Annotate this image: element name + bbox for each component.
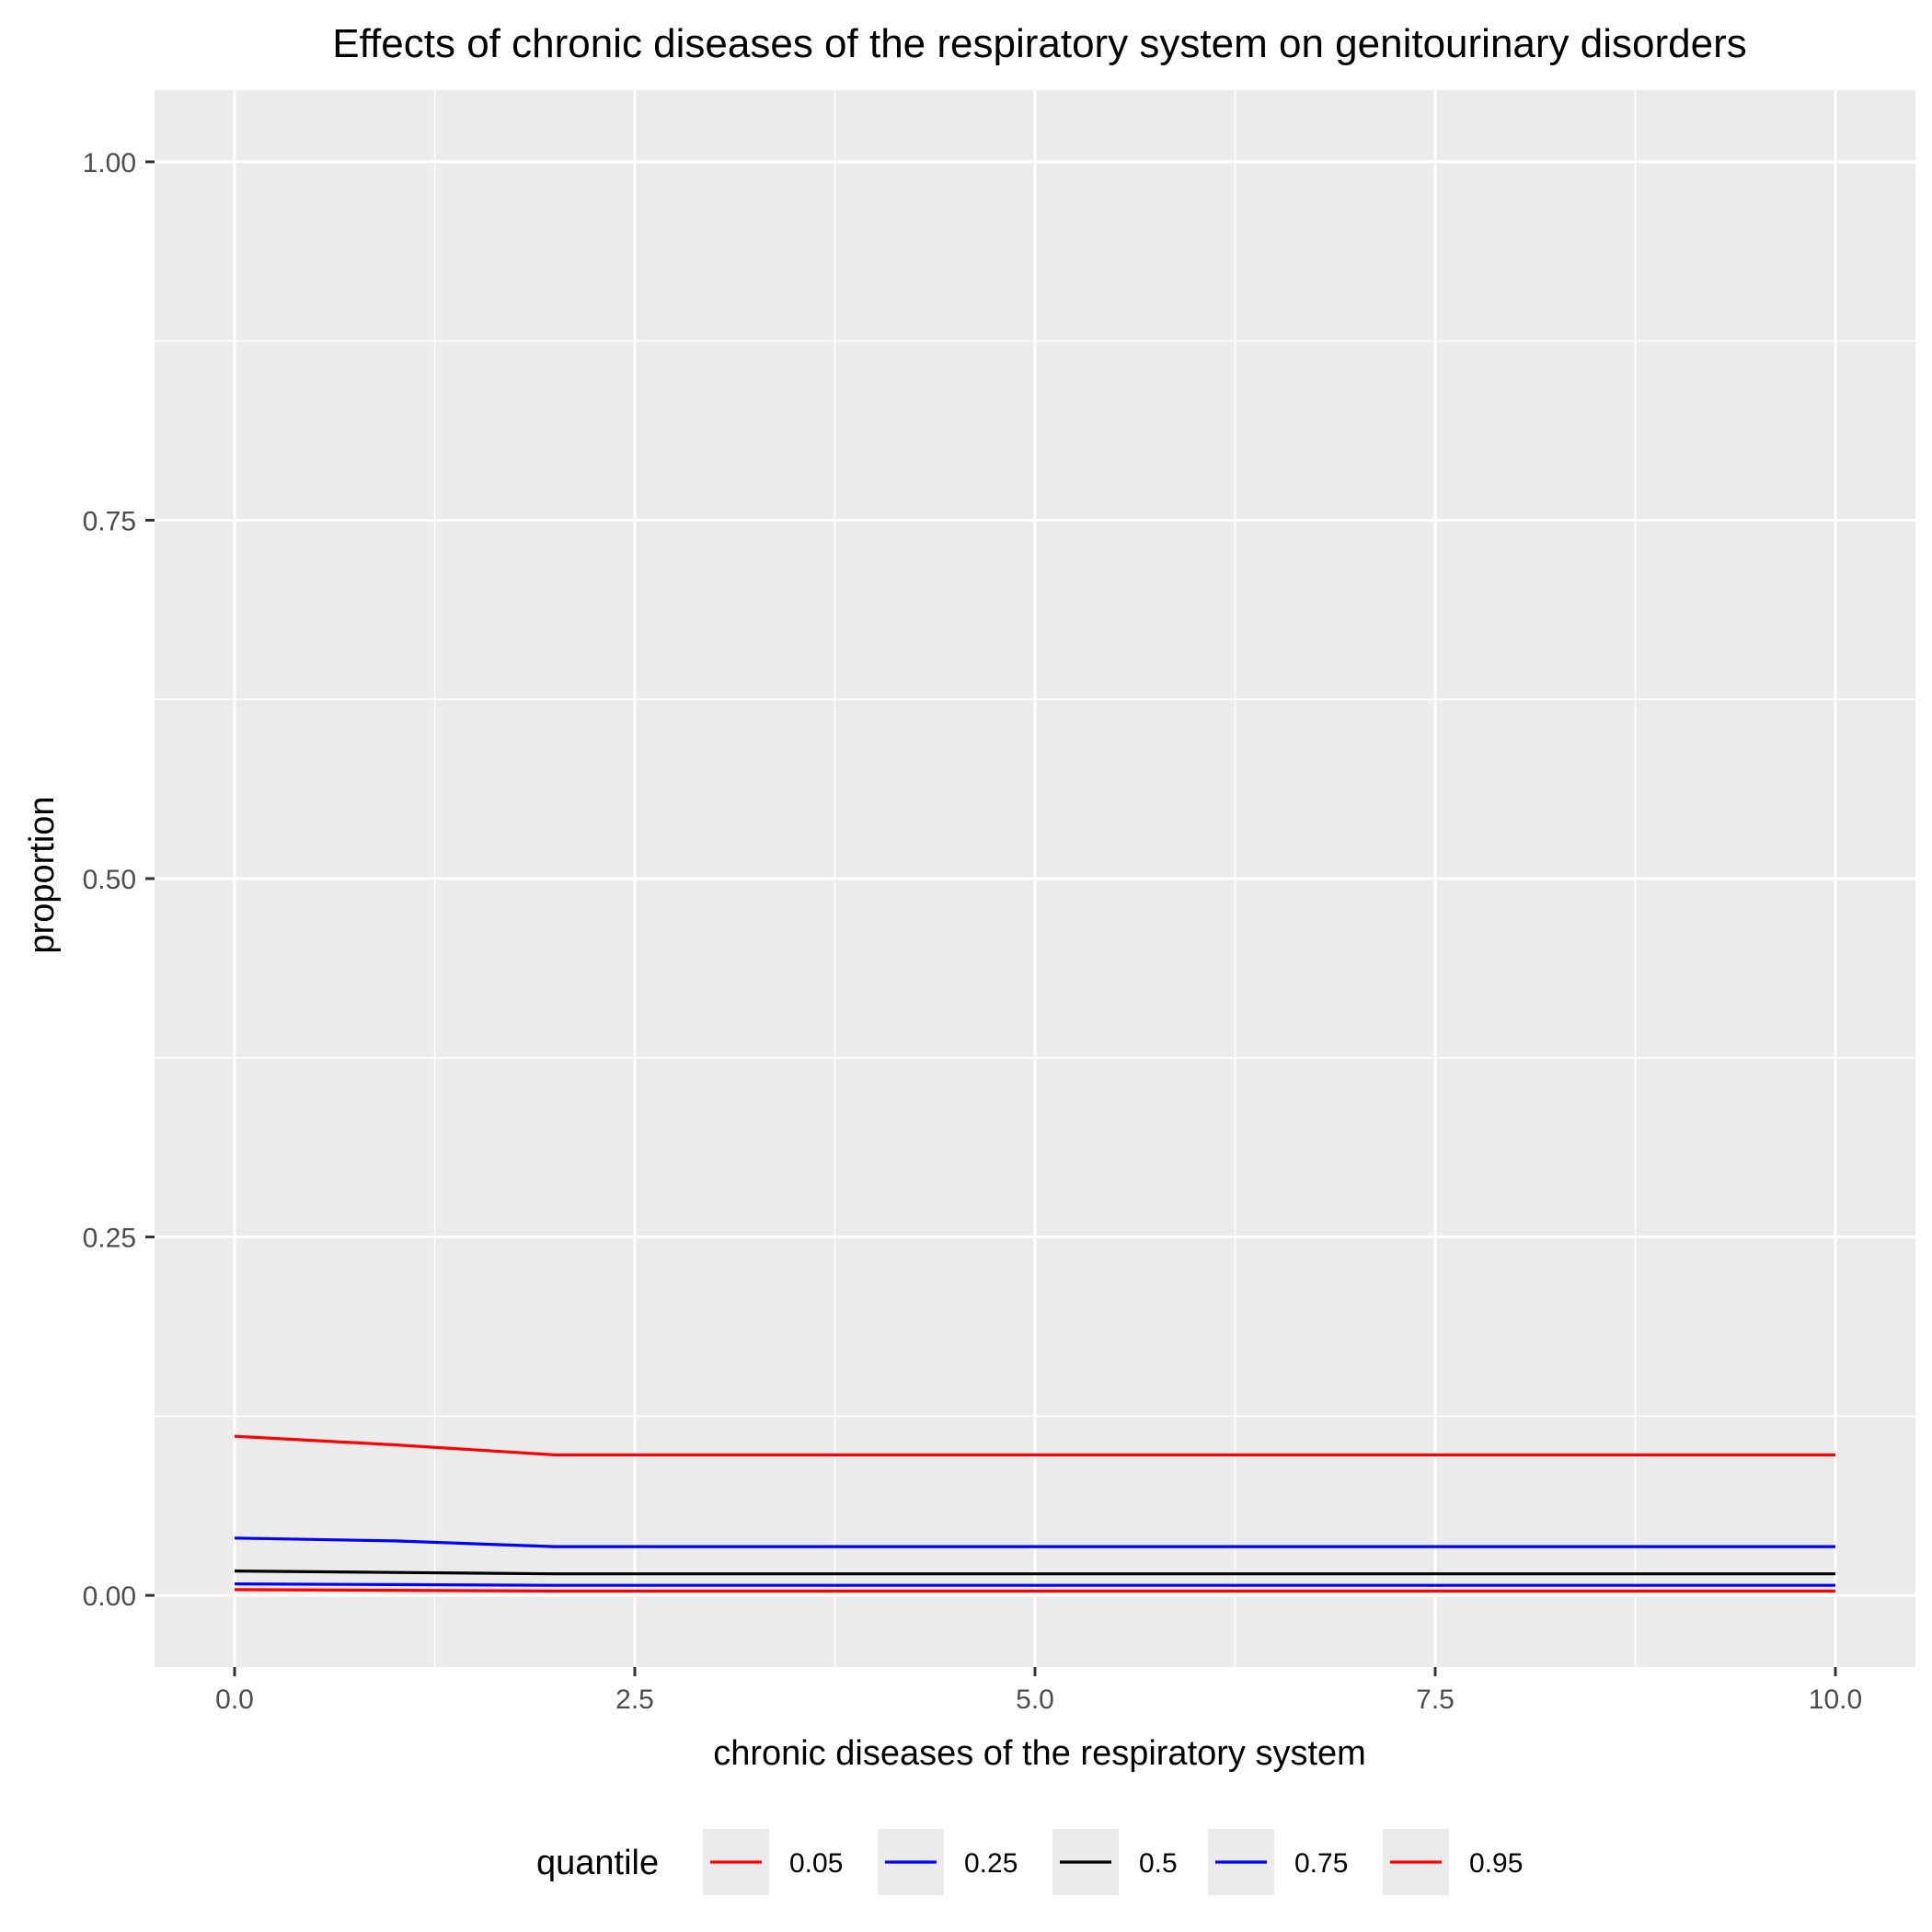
legend-items: 0.05 0.25 0.5 0.75 0.95: [703, 1829, 1523, 1895]
legend: quantile 0.05 0.25 0.5 0.75 0.95: [536, 1829, 1523, 1895]
legend-item-q0_5: 0.5: [1052, 1829, 1178, 1895]
x-tick-label: 5.0: [1016, 1685, 1054, 1715]
x-tick-label: 2.5: [615, 1685, 654, 1715]
legend-item-q0_25: 0.25: [878, 1829, 1018, 1895]
series-line-q0_5: [234, 1570, 1835, 1576]
legend-item-q0_05: 0.05: [703, 1829, 843, 1895]
x-tick-label: 0.0: [215, 1685, 254, 1715]
x-axis-title: chronic diseases of the respiratory syst…: [713, 1734, 1366, 1773]
series-lines: [234, 1434, 1835, 1593]
x-tick-label: 10.0: [1809, 1685, 1862, 1715]
y-axis-title: proportion: [23, 796, 62, 953]
chart-title: Effects of chronic diseases of the respi…: [332, 21, 1746, 66]
y-tick-label: 1.00: [83, 148, 136, 178]
legend-label: 0.25: [964, 1848, 1018, 1879]
legend-label: 0.05: [789, 1848, 843, 1879]
series-line-q0_25: [234, 1581, 1835, 1587]
legend-label: 0.95: [1469, 1848, 1523, 1879]
y-tick-label: 0.00: [83, 1581, 136, 1612]
series-line-q0_95: [234, 1434, 1835, 1457]
legend-item-q0_75: 0.75: [1208, 1829, 1348, 1895]
legend-item-q0_95: 0.95: [1383, 1829, 1523, 1895]
series-line-q0_05: [234, 1588, 1835, 1593]
legend-title: quantile: [536, 1844, 659, 1882]
series-line-q0_75: [234, 1536, 1835, 1548]
legend-label: 0.5: [1139, 1848, 1178, 1879]
major-gridlines: [155, 90, 1915, 1667]
y-axis: 0.00 0.25 0.50 0.75 1.00: [83, 148, 155, 1612]
y-tick-label: 0.25: [83, 1224, 136, 1254]
x-tick-label: 7.5: [1416, 1685, 1455, 1715]
y-tick-label: 0.75: [83, 506, 136, 536]
x-axis: 0.0 2.5 5.0 7.5 10.0: [215, 1667, 1862, 1715]
legend-label: 0.75: [1294, 1848, 1348, 1879]
y-tick-label: 0.50: [83, 865, 136, 895]
